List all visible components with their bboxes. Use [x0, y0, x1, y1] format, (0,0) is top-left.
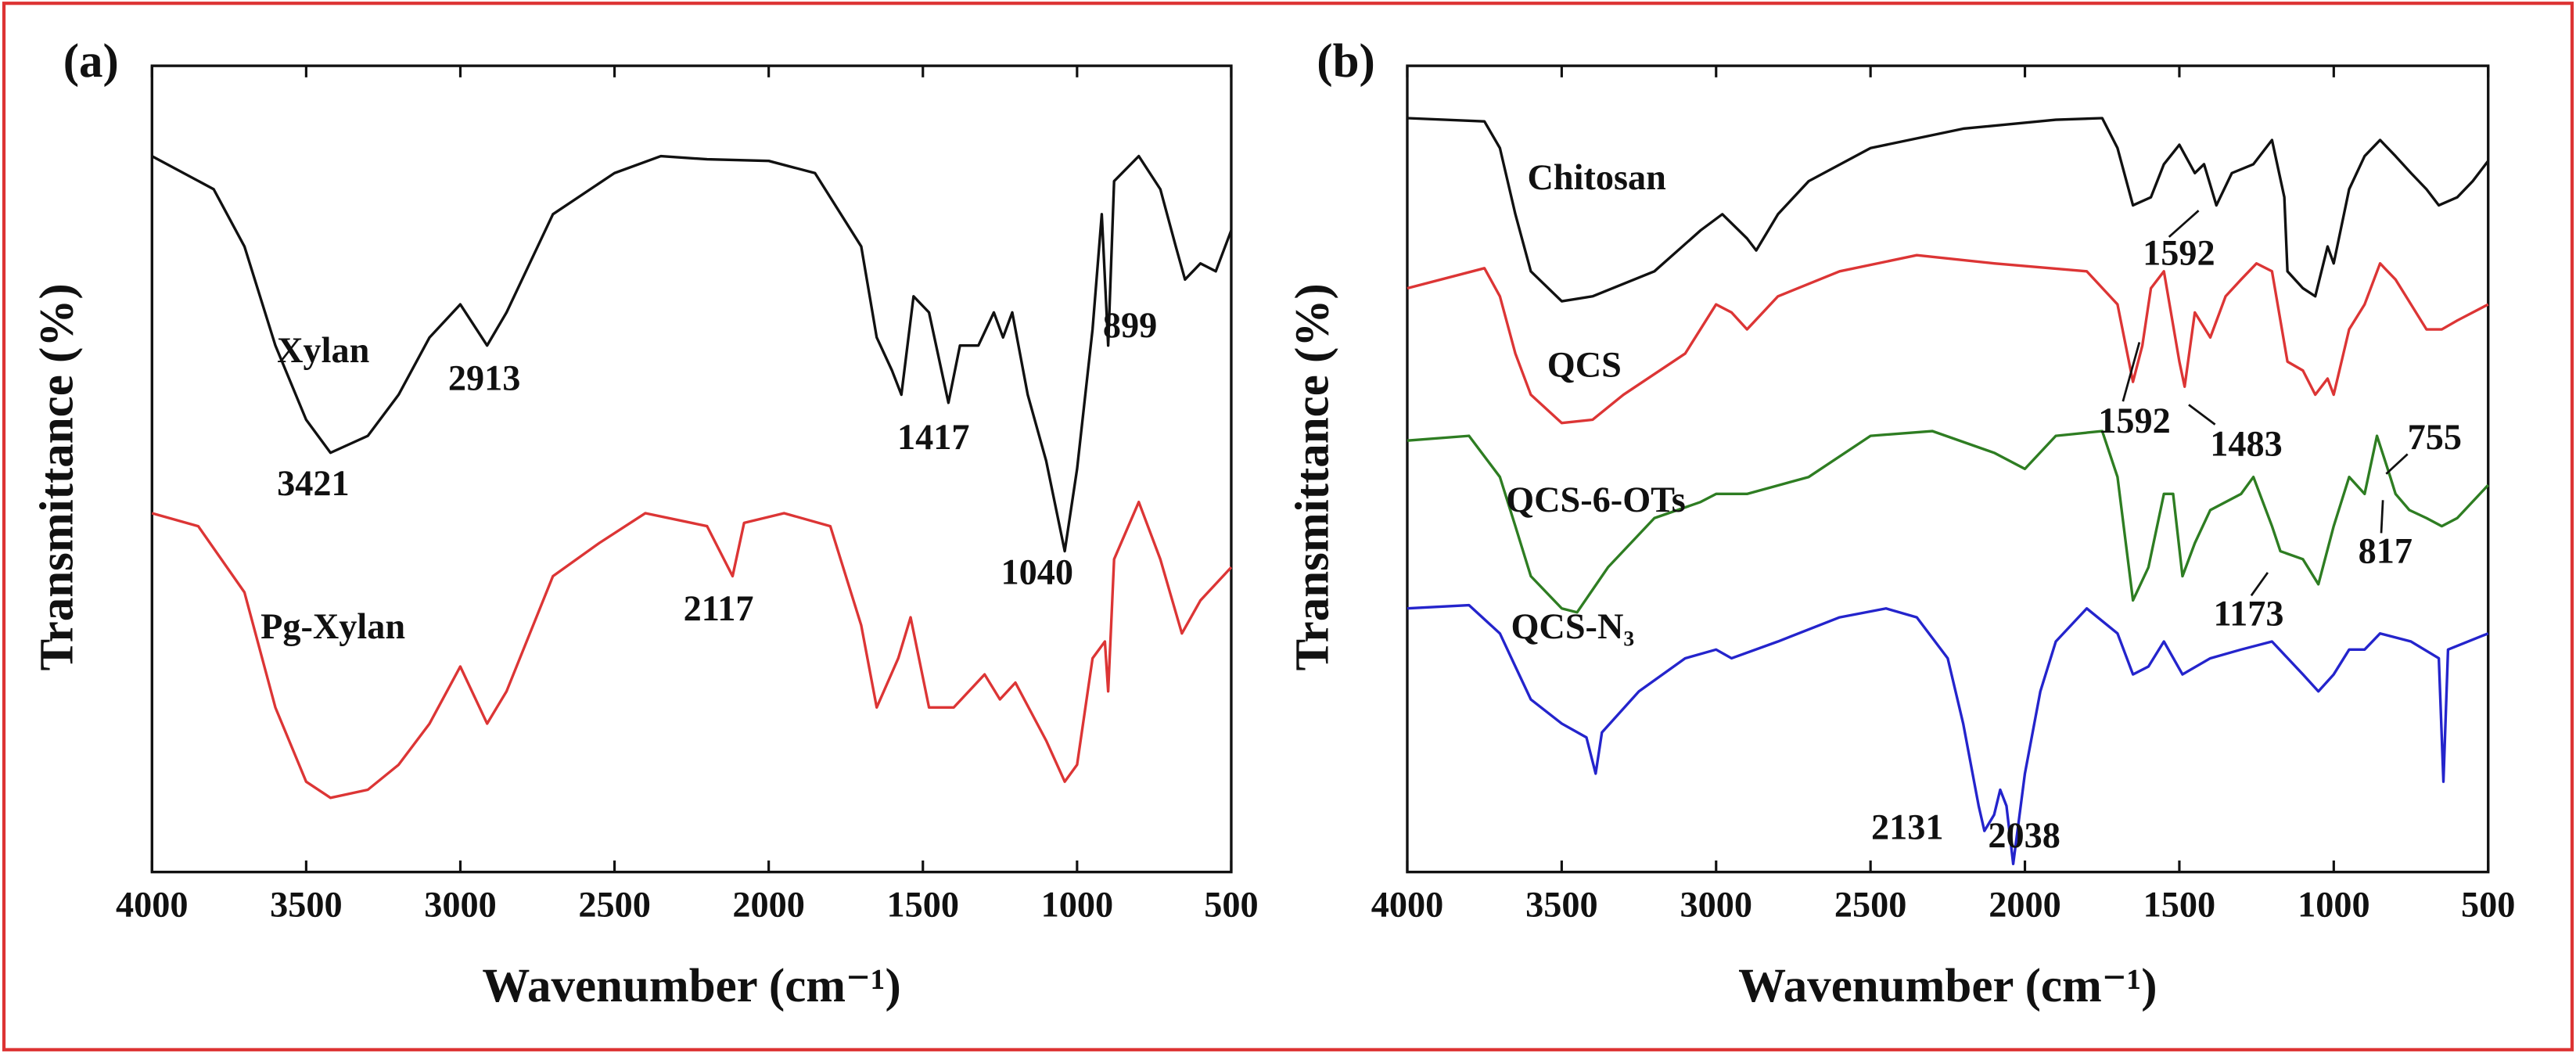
peak-label: 755 — [2408, 418, 2462, 458]
plot-frame — [150, 64, 1233, 874]
series-label: Pg-Xylan — [260, 607, 405, 647]
pointer-arrow — [2188, 404, 2216, 426]
x-tick-label: 3500 — [270, 886, 343, 925]
panel-label: (b) — [1317, 35, 1375, 88]
y-axis-label: Transmittance (%) — [31, 283, 84, 670]
peak-label: 1592 — [2143, 234, 2215, 274]
x-tick-label: 1500 — [2143, 886, 2216, 925]
series-label: Xylan — [277, 331, 370, 371]
x-tick-label: 500 — [1204, 886, 1258, 925]
x-tick-label: 2500 — [578, 886, 651, 925]
y-axis-label: Transmittance (%) — [1286, 283, 1338, 670]
x-tick-label: 2000 — [1989, 886, 2061, 925]
spectrum-line — [151, 500, 1233, 800]
spectrum-line — [1407, 253, 2489, 425]
series-label: Chitosan — [1528, 158, 1667, 198]
plot-frame — [1406, 64, 2490, 874]
pointer-arrow — [2385, 453, 2409, 475]
peak-label: 1173 — [2214, 594, 2284, 634]
x-tick-label: 1500 — [887, 886, 960, 925]
series-label: QCS-6-OTs — [1506, 480, 1686, 520]
x-axis-label: Wavenumber (cm⁻¹) — [482, 960, 900, 1012]
spectrum-line — [1407, 429, 2489, 614]
x-tick-label: 1000 — [2298, 886, 2370, 925]
pointer-arrow — [2380, 500, 2384, 534]
series-label: QCS — [1547, 346, 1622, 386]
x-tick-label: 3000 — [1680, 886, 1753, 925]
x-tick-label: 4000 — [116, 886, 189, 925]
pointer-arrow — [2250, 572, 2269, 597]
x-tick-label: 1000 — [1041, 886, 1114, 925]
peak-label: 1592 — [2098, 401, 2171, 441]
pointer-arrow — [2122, 342, 2141, 402]
peak-label: 2913 — [448, 359, 521, 399]
spectrum-line — [1407, 603, 2489, 866]
x-tick-label: 3000 — [424, 886, 497, 925]
x-tick-label: 2000 — [732, 886, 804, 925]
x-tick-label: 4000 — [1371, 886, 1444, 925]
x-tick-label: 3500 — [1525, 886, 1598, 925]
peak-label: 2131 — [1871, 808, 1944, 848]
peak-label: 899 — [1103, 306, 1157, 346]
x-tick-label: 500 — [2461, 886, 2515, 925]
peak-label: 1483 — [2210, 425, 2283, 465]
peak-label: 2038 — [1988, 816, 2060, 856]
peak-label: 2117 — [684, 589, 754, 629]
panel-label: (a) — [63, 35, 119, 88]
peak-label: 1040 — [1001, 553, 1074, 593]
series-label: QCS-N₃ — [1511, 607, 1634, 647]
peak-label: 1417 — [897, 418, 970, 458]
x-axis-label: Wavenumber (cm⁻¹) — [1738, 960, 2157, 1012]
spectrum-line — [151, 154, 1233, 553]
peak-label: 817 — [2359, 531, 2413, 571]
x-tick-label: 2500 — [1834, 886, 1907, 925]
pointer-arrow — [2168, 210, 2200, 238]
peak-label: 3421 — [277, 464, 349, 504]
spectrum-line — [1407, 117, 2490, 303]
